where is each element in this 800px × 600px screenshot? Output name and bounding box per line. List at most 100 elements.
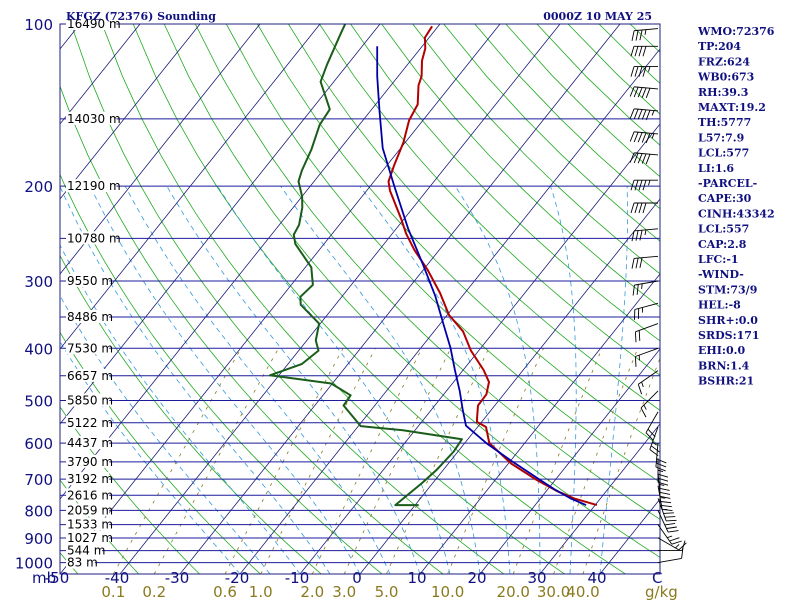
wind-barb	[657, 537, 687, 551]
wind-barb	[657, 485, 673, 512]
pressure-tick-label: 200	[24, 178, 53, 196]
dry-adiabat-line	[60, 173, 383, 574]
height-label-bg	[66, 488, 110, 502]
moist-adiabat-line	[454, 185, 541, 574]
height-label: 8486 m	[67, 310, 113, 324]
wind-barb	[629, 131, 659, 144]
height-label: 6657 m	[67, 369, 113, 383]
index-value: CAPE:30	[698, 192, 752, 205]
dry-adiabat-line	[381, 24, 660, 308]
index-value: -WIND-	[698, 268, 744, 281]
wind-barb	[634, 323, 659, 343]
height-label: 10780 m	[67, 231, 121, 245]
index-value: WB0:673	[697, 71, 754, 84]
height-label-bg	[66, 231, 117, 245]
pressure-tick-label: 1000	[15, 555, 53, 573]
height-label: 544 m	[67, 544, 105, 558]
height-label: 7530 m	[67, 341, 113, 355]
mixing-ratio-label: 10.0	[431, 583, 464, 600]
isotherm-line	[179, 24, 621, 574]
wind-barb	[637, 370, 659, 395]
chart-datetime: 0000Z 10 MAY 25	[543, 10, 652, 23]
isotherm-line	[60, 24, 321, 350]
height-label: 12190 m	[67, 179, 121, 193]
dry-adiabat-line	[60, 85, 444, 574]
dry-adiabat-line	[60, 254, 322, 574]
wind-barb	[645, 411, 659, 441]
height-labels: 16490 m 14030 m 12190 m 10780 m 9550 m 8486 m…	[66, 17, 121, 570]
temperature-tick-label: -30	[165, 569, 190, 587]
index-value: SRDS:171	[698, 329, 760, 342]
mixing-ratio-label: 20.0	[497, 583, 530, 600]
isotherm-line	[60, 24, 201, 200]
pressure-tick-label: 400	[24, 340, 53, 358]
pressure-unit-label: mb	[32, 569, 56, 587]
height-label-bg	[66, 543, 102, 557]
chart-title: KFGZ (72376) Sounding	[66, 10, 216, 23]
wind-barb	[630, 179, 658, 191]
pressure-tick-label: 300	[24, 273, 53, 291]
mixing-ratio-label: 0.6	[213, 583, 237, 600]
wind-barb	[640, 390, 659, 418]
wind-barb	[631, 228, 659, 242]
isotherm-line	[60, 24, 261, 275]
index-value: LI:1.6	[698, 162, 734, 175]
wind-barb	[649, 426, 660, 457]
mixing-ratio-labels: 0.1 0.2 0.6 1.0 2.0 3.0 5.0 10.0 20.0 30.040.0	[101, 583, 599, 600]
height-label-bg	[66, 368, 110, 382]
height-label: 16490 m	[67, 17, 121, 31]
wind-barb	[629, 108, 659, 121]
height-label: 83 m	[67, 556, 98, 570]
dry-adiabat-line	[60, 406, 200, 574]
height-label-bg	[66, 555, 95, 569]
height-label: 5122 m	[67, 416, 113, 430]
moist-adiabat-line	[359, 185, 511, 574]
temperature-tick-label: -20	[225, 569, 250, 587]
dewpoint-profile-line	[269, 24, 463, 507]
wind-barb	[631, 255, 659, 269]
isotherm-line	[419, 273, 660, 574]
mixing-ratio-label: 0.1	[101, 583, 125, 600]
dry-adiabat-line	[60, 331, 261, 574]
mixing-ratio-label: 2.0	[300, 583, 324, 600]
temperature-tick-label: -10	[285, 569, 310, 587]
wind-barb	[630, 66, 658, 77]
index-value: SHR+:0.0	[698, 314, 758, 327]
dry-adiabat-line	[132, 24, 626, 574]
index-value: LFC:-1	[698, 253, 739, 266]
temperature-unit-label: C	[652, 569, 662, 587]
pressure-tick-label: 500	[24, 392, 53, 410]
wind-barbs	[629, 28, 687, 564]
height-label: 3790 m	[67, 455, 113, 469]
index-value: RH:39.3	[698, 86, 748, 99]
mixing-ratio-unit-label: g/kg	[645, 583, 678, 600]
moist-adiabat-line	[89, 185, 361, 574]
temperature-tick-label: 10	[407, 569, 426, 587]
wind-barb	[629, 152, 659, 165]
parcel-trace-line	[376, 46, 587, 506]
height-label-bg	[66, 111, 117, 125]
wind-barb	[657, 498, 677, 522]
mixing-ratio-line	[386, 348, 490, 574]
height-label-bg	[66, 454, 110, 468]
height-label-bg	[66, 393, 110, 407]
height-label-bg	[66, 17, 117, 30]
temperature-profile-line	[387, 25, 598, 507]
height-label-bg	[66, 415, 110, 429]
isotherm-line	[239, 48, 660, 574]
dry-adiabat-line	[288, 24, 660, 411]
wind-barb	[657, 472, 671, 499]
index-value: MAXT:19.2	[698, 101, 766, 114]
pressure-tick-label: 700	[24, 471, 53, 489]
height-label: 2059 m	[67, 503, 113, 517]
dry-adiabat-line	[257, 24, 660, 447]
dry-adiabat-line	[194, 24, 660, 520]
isotherm-line	[60, 24, 381, 425]
height-label-bg	[66, 273, 110, 287]
mixing-ratio-line	[311, 348, 423, 574]
temperature-tick-label: -40	[105, 569, 130, 587]
dry-adiabat-line	[412, 24, 660, 275]
temperature-tick-label: 20	[467, 569, 486, 587]
index-value: -PARCEL-	[698, 177, 757, 190]
index-value: LCL:557	[698, 223, 749, 236]
